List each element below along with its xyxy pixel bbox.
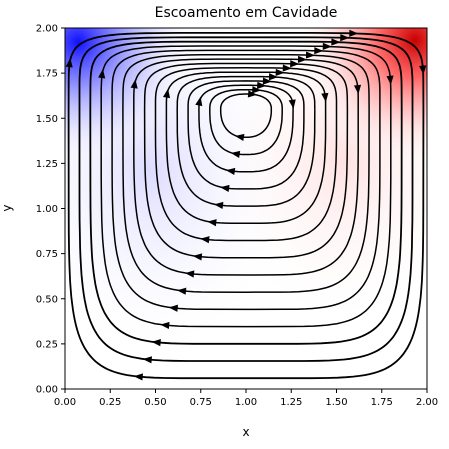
streamline-arrow: [225, 167, 236, 176]
x-axis: 0.00 0.25 0.50 0.75 1.00 1.25 1.50 1.75 2.00: [54, 389, 438, 408]
y-axis: 0.00 0.25 0.50 0.75 1.00 1.25 1.50 1.75 2.00: [36, 24, 65, 396]
streamline-arrow: [252, 86, 262, 94]
streamline-arrow: [98, 69, 106, 79]
streamline-arrow: [214, 201, 224, 210]
x-tick-label: 0.50: [144, 397, 166, 408]
streamline-arrow: [321, 92, 329, 103]
streamline-arrow: [185, 270, 195, 278]
streamline: [187, 80, 305, 190]
streamline: [122, 54, 370, 293]
y-tick-label: 0.00: [36, 385, 58, 396]
streamline-arrow: [262, 77, 272, 85]
streamline-arrow: [297, 55, 307, 63]
y-tick-label: 0.50: [36, 294, 58, 305]
streamline-arrow: [349, 29, 359, 37]
streamline-arrow: [200, 236, 210, 244]
streamline-arrow: [257, 81, 267, 89]
streamline-arrow: [162, 88, 171, 99]
y-tick-label: 1.25: [36, 159, 58, 170]
streamline: [176, 75, 316, 207]
x-tick-label: 1.25: [280, 397, 302, 408]
streamlines: [67, 32, 425, 380]
streamline-arrow: [133, 373, 143, 381]
streamline: [219, 93, 273, 139]
streamline: [198, 84, 294, 173]
streamline-arrow: [305, 51, 315, 59]
streamline: [165, 71, 327, 225]
streamline-arrow: [168, 304, 179, 312]
streamline-arrow: [230, 150, 241, 158]
streamline-arrow: [192, 253, 203, 261]
streamline-arrow: [207, 219, 217, 227]
streamline: [143, 62, 349, 259]
streamline: [78, 36, 414, 362]
streamline-arrow: [177, 287, 187, 295]
x-tick-label: 0.00: [54, 397, 76, 408]
y-tick-label: 1.75: [36, 69, 58, 80]
y-tick-label: 2.00: [36, 24, 58, 35]
streamline-arrow: [220, 184, 230, 192]
x-tick-label: 1.00: [235, 397, 257, 408]
x-tick-label: 1.75: [371, 397, 393, 408]
streamline-arrow: [65, 58, 73, 68]
y-tick-label: 0.25: [36, 339, 58, 350]
streamline-arrow: [195, 96, 203, 107]
x-tick-label: 0.75: [190, 397, 212, 408]
streamline-arrow: [314, 47, 324, 55]
streamline-arrow: [353, 84, 362, 95]
streamline: [67, 32, 425, 380]
streamline-arrow: [386, 75, 394, 85]
streamline-arrow: [282, 64, 292, 72]
streamline: [111, 49, 381, 311]
streamline: [100, 45, 392, 328]
streamline-arrow: [419, 65, 427, 75]
y-axis-label: y: [0, 204, 14, 211]
streamline-arrow: [290, 60, 300, 68]
streamline-arrow: [268, 73, 278, 81]
streamline-arrow: [288, 99, 296, 109]
x-tick-label: 1.50: [325, 397, 347, 408]
streamline-arrow: [151, 339, 161, 347]
chart-title: Escoamento em Cavidade: [155, 5, 338, 21]
streamline: [209, 88, 283, 156]
x-axis-label: x: [242, 425, 249, 439]
streamline-arrow: [331, 38, 341, 46]
streamline-arrow: [234, 133, 245, 141]
y-tick-label: 0.75: [36, 249, 58, 260]
streamline-arrow: [130, 79, 138, 89]
streamline-arrows: [65, 29, 427, 381]
streamline-arrow: [322, 42, 332, 50]
x-tick-label: 2.00: [416, 397, 438, 408]
streamline-arrow: [275, 68, 285, 77]
streamline-arrow: [247, 90, 258, 98]
streamline: [89, 40, 403, 345]
streamline-arrow: [340, 34, 350, 42]
y-tick-label: 1.50: [36, 114, 58, 125]
x-tick-label: 0.25: [99, 397, 121, 408]
y-tick-label: 1.00: [36, 204, 58, 215]
streamline: [133, 58, 359, 276]
streamline: [154, 67, 338, 242]
streamline-arrow: [160, 321, 170, 330]
streamline-arrow: [142, 356, 152, 364]
